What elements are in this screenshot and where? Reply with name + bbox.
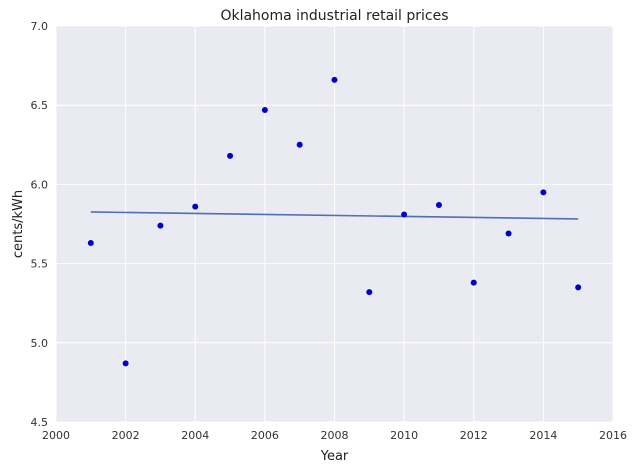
y-tick-label: 7.0	[31, 20, 49, 33]
trend-line	[90, 211, 579, 220]
x-tick-label: 2012	[460, 429, 488, 442]
x-tick-label: 2000	[42, 429, 70, 442]
data-point	[87, 240, 94, 247]
data-point	[122, 360, 129, 367]
y-axis-label: cents/kWh	[11, 190, 26, 258]
y-tick-label: 6.5	[31, 99, 49, 112]
x-tick-label: 2016	[599, 429, 627, 442]
data-point	[192, 203, 199, 210]
y-tick-label: 5.5	[31, 258, 49, 271]
y-tick-label: 4.5	[31, 416, 49, 429]
data-point	[435, 201, 442, 208]
x-tick-label: 2010	[390, 429, 418, 442]
x-tick-label: 2014	[529, 429, 557, 442]
data-point	[261, 106, 268, 113]
x-axis-label: Year	[320, 449, 349, 464]
data-point	[575, 284, 582, 291]
x-tick-label: 2002	[112, 429, 140, 442]
data-point	[505, 230, 512, 237]
chart-title: Oklahoma industrial retail prices	[220, 8, 448, 24]
data-point	[401, 211, 408, 218]
data-series	[87, 76, 582, 367]
data-point	[331, 76, 338, 83]
data-point	[157, 222, 164, 229]
y-tick-label: 5.0	[31, 337, 49, 350]
y-tick-label: 6.0	[31, 178, 49, 191]
x-tick-label: 2008	[321, 429, 349, 442]
data-point	[296, 141, 303, 148]
y-tick-labels: 4.5 5.0 5.5 6.0 6.5 7.0	[31, 20, 49, 429]
grid-lines	[55, 25, 614, 423]
x-tick-label: 2004	[181, 429, 209, 442]
data-point	[470, 279, 477, 286]
data-point	[366, 289, 373, 296]
data-point	[540, 189, 547, 196]
x-tick-labels: 2000 2002 2004 2006 2008 2010 2012 2014 2016	[42, 429, 627, 442]
data-point	[227, 152, 234, 159]
x-tick-label: 2006	[251, 429, 279, 442]
